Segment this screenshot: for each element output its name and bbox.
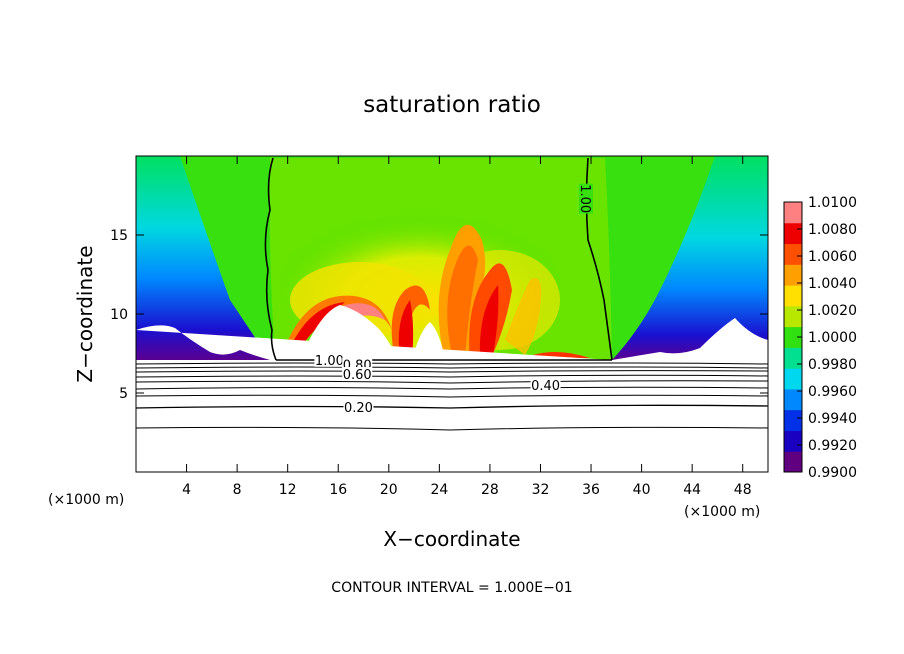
contour-h — [136, 404, 768, 409]
colorbar-label: 0.9900 — [808, 465, 857, 481]
contour-label: 1.00 — [577, 183, 593, 214]
wall-right — [612, 156, 768, 360]
chart-title: saturation ratio — [363, 92, 541, 118]
colorbar-label: 1.0100 — [808, 195, 857, 211]
contour-label: 0.60 — [342, 367, 373, 383]
contour-label-text: 0.40 — [531, 379, 560, 394]
contour-label: 1.00 — [314, 352, 345, 369]
contour-label-bg — [342, 367, 373, 382]
x-tick-label: 32 — [532, 482, 550, 498]
x-unit-left: (×1000 m) — [48, 492, 124, 508]
colorbar-label: 1.0040 — [808, 276, 857, 292]
plume-5 — [505, 278, 542, 355]
x-axis-label: X−coordinate — [383, 527, 520, 551]
colorbar-label: 0.9940 — [808, 411, 857, 427]
x-tick-label: 20 — [380, 482, 398, 498]
terrain-hump-1 — [300, 305, 398, 360]
colorbar-segment — [784, 222, 802, 245]
y-tick-label: 5 — [119, 386, 128, 402]
x-tick-label: 44 — [683, 482, 701, 498]
colorbar-segment — [784, 202, 802, 224]
x-unit-right: (×1000 m) — [684, 504, 760, 520]
y-axis-label: Z−coordinate — [73, 245, 97, 382]
contour-label-bg — [578, 183, 593, 214]
colorbar-segment — [784, 243, 802, 265]
contour-b — [136, 366, 768, 369]
contour-interval-note: CONTOUR INTERVAL = 1.000E−01 — [331, 580, 572, 596]
colorbar: 1.0100 1.0080 1.0060 1.0040 1.0020 1.0000 0.99… — [783, 195, 857, 481]
plume-3-core — [447, 245, 478, 355]
y-tick-label: 10 — [110, 307, 128, 323]
x-tick-label: 8 — [233, 482, 242, 498]
x-tick-label: 16 — [329, 482, 347, 498]
terrain-lower — [136, 360, 768, 472]
rim-4 — [479, 285, 499, 360]
x-tick-label: 4 — [182, 482, 191, 498]
contour-label-bg — [314, 352, 345, 367]
contour-1-left — [264, 157, 277, 361]
colorbar-segment — [784, 368, 802, 390]
plume-1 — [280, 295, 392, 360]
contour-f — [136, 386, 768, 390]
contour-label-bg — [343, 400, 374, 415]
contour-g — [136, 394, 768, 398]
y-axis: 5 10 15 — [110, 228, 768, 402]
colorbar-label: 0.9980 — [808, 357, 857, 373]
wall-left — [136, 156, 270, 360]
x-tick-label: 12 — [279, 482, 297, 498]
colorbar-segment — [784, 347, 802, 369]
colorbar-label: 1.0020 — [808, 303, 857, 319]
contour-d — [136, 374, 768, 378]
x-axis: 4 8 12 16 20 24 28 32 36 40 44 48 — [182, 156, 752, 498]
colorbar-segment — [784, 264, 802, 286]
colorbar-label: 0.9960 — [808, 384, 857, 400]
contour-c — [136, 370, 768, 373]
colorbar-segment — [784, 305, 802, 328]
terrain-edge — [136, 318, 768, 360]
contour-label-text: 0.60 — [343, 368, 372, 383]
colorbar-label: 1.0000 — [808, 330, 857, 346]
colorbar-segment — [784, 409, 802, 431]
x-tick-label: 36 — [582, 482, 600, 498]
contour-labels: 1.001.000.800.600.400.20 — [314, 183, 593, 416]
contour-label-text: 0.20 — [344, 401, 373, 416]
colorbar-label: 0.9920 — [808, 438, 857, 454]
rim-2 — [398, 300, 414, 358]
x-tick-label: 40 — [633, 482, 651, 498]
colorbar-segment — [784, 326, 802, 348]
colorbar-label: 1.0060 — [808, 249, 857, 265]
x-tick-label: 48 — [734, 482, 752, 498]
colorbar-label: 1.0080 — [808, 222, 857, 238]
contour-i — [136, 426, 768, 431]
contour-label: 0.20 — [343, 400, 374, 416]
terrain-hump-2 — [412, 322, 445, 360]
x-tick-label: 24 — [430, 482, 448, 498]
contour-label-text: 1.00 — [315, 354, 344, 369]
colorbar-segment — [784, 451, 802, 473]
colorbar-segment — [784, 430, 802, 452]
plot-field — [136, 156, 768, 472]
contour-a — [136, 362, 768, 365]
colorbar-segment — [784, 285, 802, 307]
y-tick-label: 15 — [110, 228, 128, 244]
contour-label-bg — [530, 378, 561, 393]
x-tick-label: 28 — [481, 482, 499, 498]
contour-e — [136, 380, 768, 384]
contour-label: 0.40 — [530, 378, 561, 394]
colorbar-segment — [784, 388, 802, 411]
contour-label-text: 1.00 — [577, 184, 592, 213]
